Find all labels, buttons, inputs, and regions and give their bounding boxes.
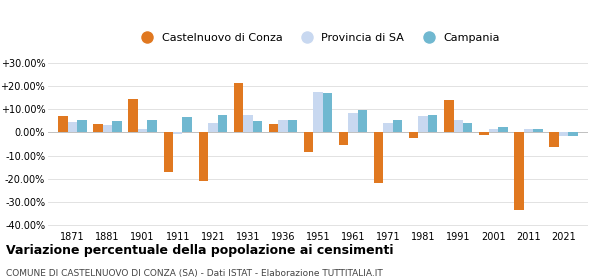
Bar (444, 100, 454, 132)
Bar (313, 92, 323, 132)
Bar (148, 120, 157, 132)
Bar (488, 129, 498, 132)
Bar (94, 124, 103, 132)
Bar (559, 132, 568, 136)
Bar (549, 132, 559, 148)
Bar (374, 132, 383, 183)
Bar (173, 132, 182, 134)
Text: Variazione percentuale della popolazione ai censimenti: Variazione percentuale della popolazione… (6, 244, 394, 256)
Bar (524, 129, 533, 132)
Bar (77, 120, 87, 132)
Bar (568, 132, 578, 136)
Bar (454, 120, 463, 132)
Bar (164, 132, 173, 172)
Bar (339, 132, 349, 145)
Bar (393, 120, 403, 132)
Bar (323, 93, 332, 132)
Bar (533, 129, 542, 132)
Bar (233, 83, 243, 132)
Bar (58, 116, 68, 132)
Legend: Castelnuovo di Conza, Provincia di SA, Campania: Castelnuovo di Conza, Provincia di SA, C… (132, 28, 504, 47)
Bar (68, 122, 77, 132)
Bar (128, 99, 138, 132)
Bar (243, 115, 253, 132)
Bar (479, 132, 488, 135)
Bar (418, 116, 428, 132)
Bar (278, 120, 287, 132)
Bar (514, 132, 524, 210)
Bar (199, 132, 208, 181)
Bar (498, 127, 508, 132)
Bar (287, 120, 297, 132)
Bar (218, 115, 227, 132)
Bar (112, 121, 122, 132)
Bar (103, 125, 112, 132)
Bar (349, 113, 358, 132)
Text: COMUNE DI CASTELNUOVO DI CONZA (SA) - Dati ISTAT - Elaborazione TUTTITALIA.IT: COMUNE DI CASTELNUOVO DI CONZA (SA) - Da… (6, 269, 383, 278)
Bar (428, 115, 437, 132)
Bar (269, 124, 278, 132)
Bar (182, 117, 192, 132)
Bar (409, 132, 418, 138)
Bar (304, 132, 313, 152)
Bar (208, 123, 218, 132)
Bar (463, 123, 472, 132)
Bar (358, 110, 367, 132)
Bar (383, 123, 393, 132)
Bar (253, 121, 262, 132)
Bar (138, 129, 148, 132)
